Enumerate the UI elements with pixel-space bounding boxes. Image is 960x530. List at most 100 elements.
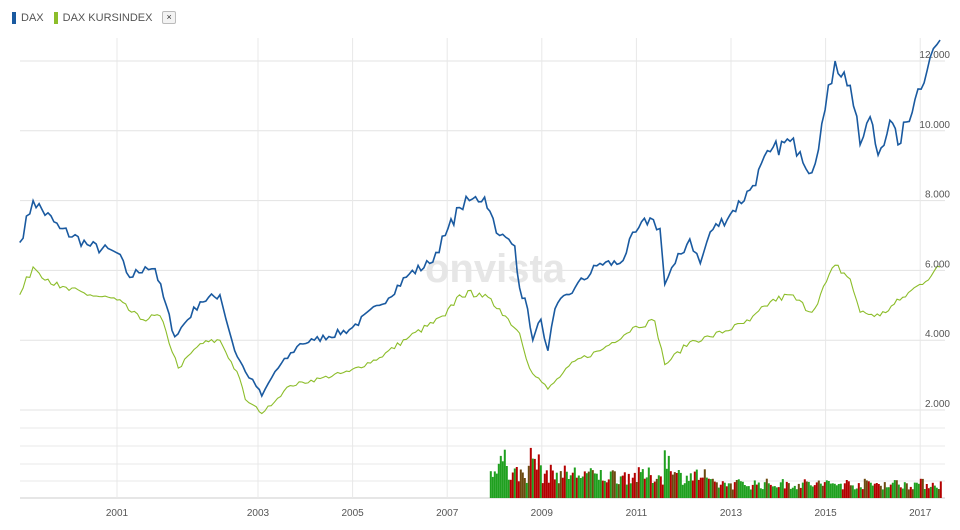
x-tick-label: 2011 (626, 508, 648, 519)
volume-bar (721, 481, 724, 498)
volume-bar (669, 471, 672, 498)
y-tick-label: 6.000 (925, 259, 950, 270)
volume-bar (521, 472, 524, 498)
volume-bar (939, 481, 942, 498)
volume-bar (675, 473, 678, 498)
volume-bar (591, 470, 594, 498)
volume-bar (575, 477, 578, 498)
volume-bar (639, 472, 642, 498)
volume-bar (545, 470, 548, 498)
volume-bar (601, 480, 604, 498)
volume-bar (561, 477, 564, 498)
volume-bar (913, 482, 916, 498)
legend-item-dax[interactable]: DAX (12, 11, 44, 24)
volume-bar (749, 489, 752, 498)
volume-bar (865, 480, 868, 498)
series-line-dax (19, 39, 941, 398)
volume-bar (543, 473, 546, 498)
volume-bar (733, 482, 736, 498)
volume-bar (717, 487, 720, 498)
volume-bar (823, 482, 826, 498)
volume-bar (873, 483, 876, 498)
volume-bar (523, 478, 526, 498)
volume-bar (507, 479, 510, 498)
volume-bar (539, 465, 542, 498)
volume-bar (843, 483, 846, 498)
y-tick-label: 10.000 (919, 120, 950, 131)
volume-bar (803, 479, 806, 498)
y-tick-label: 4.000 (925, 329, 950, 340)
volume-bar (529, 447, 532, 498)
volume-bar (825, 480, 828, 498)
volume-bar (503, 449, 506, 498)
volume-bar (747, 486, 750, 498)
dax-swatch-icon (12, 11, 16, 24)
series-line-kursindex (19, 264, 941, 415)
volume-bar (665, 468, 668, 498)
volume-bar (705, 477, 708, 498)
volume-bar (691, 480, 694, 498)
volume-bar (609, 471, 612, 498)
volume-bar (791, 487, 794, 498)
volume-bar (559, 471, 562, 498)
volume-bar (585, 473, 588, 498)
watermark: onvista (425, 247, 566, 291)
volume-bar (531, 458, 534, 498)
volume-bar (693, 471, 696, 498)
volume-bar (535, 469, 538, 498)
volume-bar (889, 484, 892, 498)
legend-item-kursindex[interactable]: DAX KURSINDEX (53, 11, 153, 24)
volume-bar (931, 482, 934, 498)
volume-bar (735, 480, 738, 498)
volume-bar (649, 475, 652, 498)
volume-bar (729, 483, 732, 498)
volume-bar (589, 468, 592, 498)
x-tick-label: 2003 (247, 508, 270, 519)
volume-bar (701, 477, 704, 498)
volume-bar (493, 471, 496, 498)
volume-bar (769, 484, 772, 498)
volume-bar (707, 478, 710, 498)
volume-bar (677, 470, 680, 498)
volume-bar (813, 485, 816, 498)
volume-bar (663, 450, 666, 498)
volume-bar (579, 478, 582, 498)
volume-bar (875, 483, 878, 498)
volume-bar (805, 481, 808, 498)
volume-bar (495, 473, 498, 498)
volume-bar (621, 475, 624, 498)
grid (20, 38, 945, 499)
volume-bar (555, 472, 558, 498)
volume-bar (713, 481, 716, 498)
volume-bar (599, 470, 602, 498)
volume-bar (689, 473, 692, 498)
volume-bar (659, 476, 662, 498)
volume-bar (519, 469, 522, 498)
volume-bar (777, 487, 780, 498)
volume-bar (687, 480, 690, 498)
volume-bar (517, 481, 520, 498)
volume-bar (893, 480, 896, 498)
volume-bar (807, 481, 810, 498)
volume-bar (853, 489, 856, 498)
volume-bar (709, 479, 712, 498)
volume-bar (583, 471, 586, 498)
volume-bar (919, 478, 922, 498)
volume-bar (861, 489, 864, 498)
volume-bar (915, 482, 918, 498)
legend-label: DAX KURSINDEX (62, 11, 153, 24)
remove-series-close-icon[interactable]: × (162, 11, 176, 24)
legend: DAX DAX KURSINDEX × (12, 11, 176, 24)
volume-bar (553, 479, 556, 498)
volume-bar (715, 482, 718, 498)
volume-bar (617, 484, 620, 498)
volume-bar (527, 465, 530, 498)
volume-bar (511, 472, 514, 498)
volume-bar (573, 467, 576, 498)
volume-bar (839, 483, 842, 498)
volume-bar (667, 455, 670, 498)
volume-bar (619, 476, 622, 498)
volume-bar (491, 476, 494, 498)
y-tick-label: 2.000 (925, 399, 950, 410)
volume-bar (771, 486, 774, 498)
